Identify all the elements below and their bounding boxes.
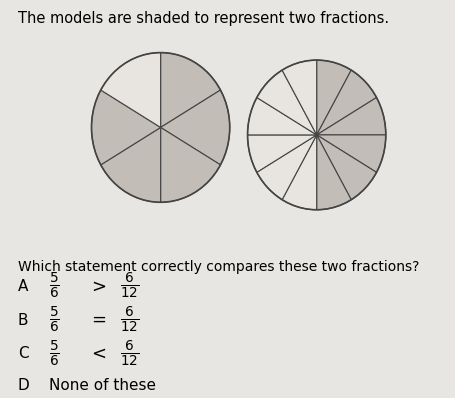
Polygon shape (317, 60, 351, 135)
Text: D: D (18, 378, 30, 393)
Text: >: > (91, 277, 106, 295)
Text: =: = (91, 311, 106, 329)
Text: $\frac{5}{6}$: $\frac{5}{6}$ (49, 271, 60, 301)
Text: The models are shaded to represent two fractions.: The models are shaded to represent two f… (18, 12, 389, 26)
Text: None of these: None of these (49, 378, 156, 393)
Text: $\frac{6}{12}$: $\frac{6}{12}$ (121, 305, 140, 335)
Text: Which statement correctly compares these two fractions?: Which statement correctly compares these… (18, 260, 420, 274)
Text: B: B (18, 312, 28, 328)
Polygon shape (257, 70, 317, 135)
Polygon shape (317, 135, 377, 200)
Polygon shape (161, 53, 221, 127)
Polygon shape (161, 90, 230, 165)
Polygon shape (257, 135, 317, 200)
Text: C: C (18, 346, 29, 361)
Polygon shape (248, 98, 317, 135)
Polygon shape (317, 135, 351, 210)
Polygon shape (248, 135, 317, 172)
Text: A: A (18, 279, 28, 294)
Polygon shape (317, 70, 377, 135)
Text: <: < (91, 345, 106, 363)
Polygon shape (91, 90, 161, 165)
Polygon shape (161, 127, 221, 202)
Polygon shape (101, 127, 161, 202)
Polygon shape (282, 135, 317, 210)
Text: $\frac{5}{6}$: $\frac{5}{6}$ (49, 339, 60, 369)
Polygon shape (317, 98, 386, 135)
Text: $\frac{6}{12}$: $\frac{6}{12}$ (121, 271, 140, 301)
Text: $\frac{5}{6}$: $\frac{5}{6}$ (49, 305, 60, 335)
Text: $\frac{6}{12}$: $\frac{6}{12}$ (121, 339, 140, 369)
Polygon shape (282, 60, 317, 135)
Polygon shape (101, 53, 161, 127)
Polygon shape (317, 135, 386, 172)
